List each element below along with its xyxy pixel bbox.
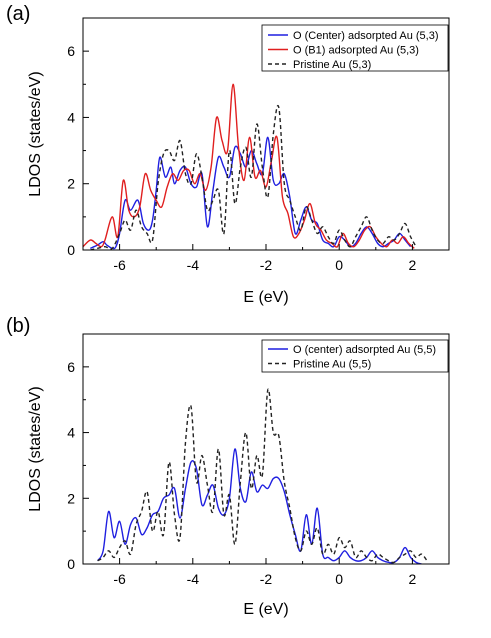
y-tick-label: 6 xyxy=(67,359,75,375)
legend-label-3: Pristine Au (5,3) xyxy=(293,59,371,71)
y-tick-label: 2 xyxy=(67,176,75,192)
series-line-1 xyxy=(90,136,412,250)
legend: O (Center) adsorpted Au (5,3) O (B1) adso… xyxy=(261,24,449,72)
y-tick-label: 0 xyxy=(67,556,75,572)
legend-label-2: O (B1) adsorpted Au (5,3) xyxy=(293,45,419,57)
x-tick-label: 2 xyxy=(409,257,417,273)
x-axis-title: E (eV) xyxy=(243,289,288,306)
y-axis-title: LDOS (states/eV) xyxy=(27,71,44,196)
series-line-2 xyxy=(97,388,428,564)
y-axis-title: LDOS (states/eV) xyxy=(27,386,44,511)
x-tick-label: -6 xyxy=(113,571,126,587)
legend-box xyxy=(261,24,449,72)
chart-panel-a: (a) -6 -4 -2 0 2 0 2 4 6 E (eV) LDOS (states/eV) O (… xyxy=(6,3,450,306)
legend-label-1: O (Center) adsorpted Au (5,3) xyxy=(293,30,439,42)
legend-box xyxy=(261,339,449,373)
y-tick-label: 6 xyxy=(67,43,75,59)
x-tick-label: 0 xyxy=(335,257,343,273)
series-line-1 xyxy=(97,448,422,564)
x-tick-label: -2 xyxy=(260,571,273,587)
x-tick-label: 2 xyxy=(409,571,417,587)
panel-label: (b) xyxy=(6,315,30,337)
series-group xyxy=(97,388,428,564)
x-axis-title: E (eV) xyxy=(243,601,288,618)
y-tick-label: 2 xyxy=(67,490,75,506)
legend-label-2: Pristine Au (5,5) xyxy=(293,359,371,371)
y-tick-label: 4 xyxy=(67,425,75,441)
legend: O (center) adsorpted Au (5,5) Pristine Au… xyxy=(261,339,449,373)
y-tick-label: 0 xyxy=(67,242,75,258)
legend-label-1: O (center) adsorpted Au (5,5) xyxy=(293,344,436,356)
series-line-3 xyxy=(90,104,417,250)
x-tick-label: -6 xyxy=(113,257,126,273)
panel-label: (a) xyxy=(6,3,30,25)
chart-panel-b: (b) -6 -4 -2 0 2 0 2 4 6 E (eV) LDOS (states/eV) O (… xyxy=(6,315,450,618)
x-tick-label: 0 xyxy=(335,571,343,587)
series-group xyxy=(83,83,417,250)
series-line-2 xyxy=(83,83,415,249)
y-tick-label: 4 xyxy=(67,109,75,125)
x-tick-label: -4 xyxy=(187,257,200,273)
x-tick-label: -4 xyxy=(187,571,200,587)
x-tick-label: -2 xyxy=(260,257,273,273)
